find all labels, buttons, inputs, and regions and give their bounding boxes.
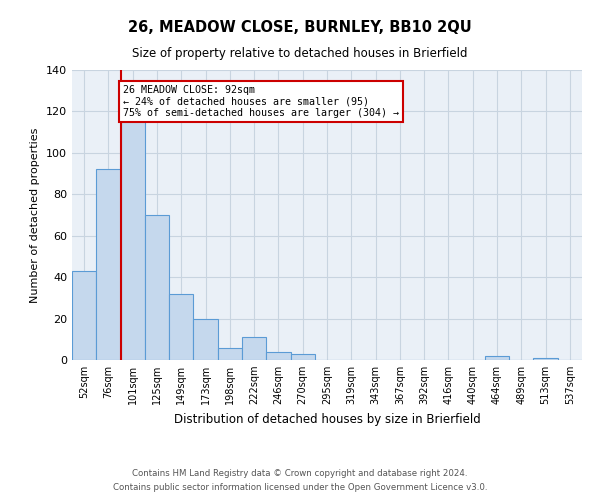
- Bar: [485, 356, 509, 360]
- Text: Size of property relative to detached houses in Brierfield: Size of property relative to detached ho…: [132, 48, 468, 60]
- Text: Contains public sector information licensed under the Open Government Licence v3: Contains public sector information licen…: [113, 484, 487, 492]
- Text: 26, MEADOW CLOSE, BURNLEY, BB10 2QU: 26, MEADOW CLOSE, BURNLEY, BB10 2QU: [128, 20, 472, 35]
- Bar: [242, 337, 266, 360]
- Bar: [290, 354, 315, 360]
- Bar: [121, 120, 145, 360]
- Bar: [266, 352, 290, 360]
- Text: Contains HM Land Registry data © Crown copyright and database right 2024.: Contains HM Land Registry data © Crown c…: [132, 468, 468, 477]
- Text: 26 MEADOW CLOSE: 92sqm
← 24% of detached houses are smaller (95)
75% of semi-det: 26 MEADOW CLOSE: 92sqm ← 24% of detached…: [123, 84, 399, 117]
- Bar: [533, 358, 558, 360]
- Bar: [169, 294, 193, 360]
- Bar: [72, 271, 96, 360]
- Bar: [193, 318, 218, 360]
- Bar: [96, 170, 121, 360]
- Y-axis label: Number of detached properties: Number of detached properties: [31, 128, 40, 302]
- Bar: [218, 348, 242, 360]
- Bar: [145, 215, 169, 360]
- X-axis label: Distribution of detached houses by size in Brierfield: Distribution of detached houses by size …: [173, 412, 481, 426]
